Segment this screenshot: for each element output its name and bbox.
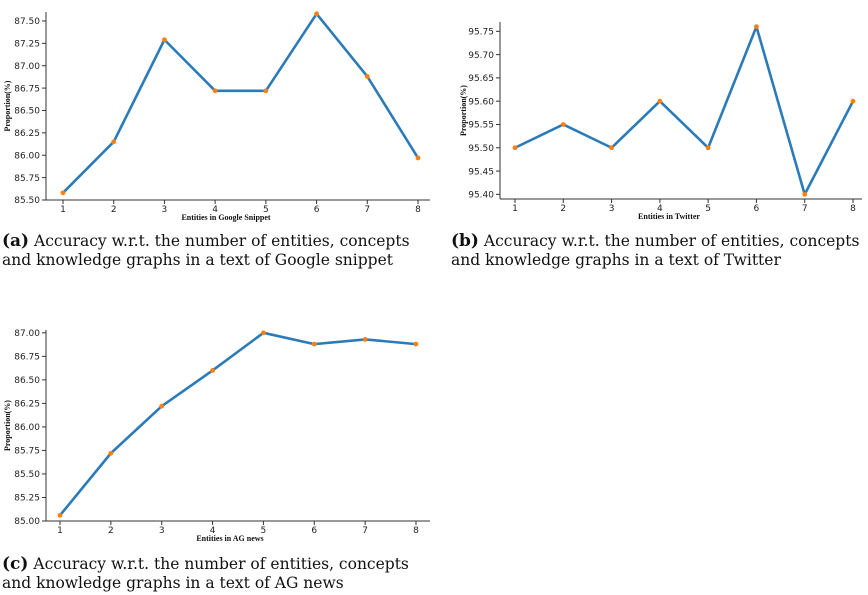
y-tick-label: 86.75 (14, 84, 40, 94)
x-tick-label: 8 (850, 204, 856, 214)
chart-a-svg: 85.50 85.75 86.00 86.25 86.50 86.75 87.00 87.25… (3, 11, 430, 222)
chart-panel-b: 95.40 95.45 95.50 95.55 95.60 95.65 95.70 95.75… (434, 0, 868, 230)
y-tick-label: 95.40 (468, 191, 494, 201)
data-point (60, 190, 66, 196)
data-point (212, 88, 218, 94)
y-axis-label: Proportion(%) (3, 400, 12, 451)
series-line (58, 331, 417, 517)
y-tick-label: 85.50 (14, 196, 40, 206)
y-axis-label: Proportion(%) (3, 80, 12, 131)
data-point (415, 155, 421, 161)
y-tick-label: 85.75 (14, 447, 40, 457)
x-tick-label: 7 (364, 205, 370, 215)
x-tick-label: 2 (108, 526, 114, 536)
y-tick-label: 85.25 (14, 494, 40, 504)
x-axis-label: Entities in Twitter (638, 212, 700, 221)
x-tick-label: 6 (314, 205, 320, 215)
x-tick-label: 5 (263, 205, 269, 215)
y-tick-label: 85.75 (14, 174, 40, 184)
data-point (560, 122, 566, 127)
x-axis-label: Entities in AG news (196, 534, 263, 543)
data-point (314, 11, 319, 17)
data-point (850, 98, 856, 104)
y-tick-label: 95.65 (468, 74, 494, 84)
y-axis-label: Proportion(%) (459, 85, 468, 136)
y-tick-label: 95.50 (468, 144, 494, 154)
data-point (261, 330, 266, 336)
x-tick-label: 1 (57, 526, 63, 536)
data-point (311, 341, 317, 347)
data-point (108, 450, 114, 456)
y-tick-label: 86.25 (14, 129, 40, 139)
chart-c-svg: 85.00 85.25 85.50 85.75 86.00 86.25 86.50 86.75… (3, 329, 430, 543)
caption-a: (a) Accuracy w.r.t. the number of entiti… (2, 232, 432, 270)
x-tick-label: 4 (212, 205, 218, 215)
y-tick-label: 95.45 (468, 167, 494, 177)
caption-a-text: Accuracy w.r.t. the number of entities, … (2, 232, 410, 269)
y-tick-label: 86.50 (14, 376, 40, 386)
caption-b-text: Accuracy w.r.t. the number of entities, … (451, 232, 860, 269)
chart-b-svg: 95.40 95.45 95.50 95.55 95.60 95.65 95.70 95.75… (459, 22, 862, 221)
data-point (657, 98, 663, 104)
x-tick-label: 5 (705, 204, 711, 214)
y-tick-label: 95.55 (468, 121, 494, 131)
x-tick-label: 7 (802, 204, 808, 214)
data-point (802, 191, 808, 197)
y-tick-label: 85.50 (14, 470, 40, 480)
data-point (364, 74, 370, 79)
x-axis-label: Entities in Google Snippet (181, 213, 270, 222)
data-point (754, 24, 759, 30)
x-tick-label: 4 (657, 204, 663, 214)
data-point (111, 139, 117, 145)
x-tick-label: 2 (111, 205, 117, 215)
y-tick-label: 95.70 (468, 51, 494, 61)
y-tick-label: 95.60 (468, 97, 494, 107)
y-tick-label: 87.00 (14, 62, 40, 72)
y-tick-label: 95.75 (468, 28, 494, 38)
y-tick-label: 86.00 (14, 423, 40, 433)
y-tick-label: 85.00 (14, 517, 40, 527)
caption-c: (c) Accuracy w.r.t. the number of entiti… (2, 555, 436, 593)
y-tick-label: 87.25 (14, 40, 40, 50)
data-point (512, 145, 518, 151)
x-tick-label: 2 (560, 204, 566, 214)
x-tick-label: 1 (512, 204, 518, 214)
data-point (609, 145, 614, 151)
caption-b-tag: (b) (451, 231, 479, 251)
x-tick-label: 6 (311, 526, 317, 536)
data-point (162, 37, 167, 43)
x-tick-label: 5 (261, 526, 267, 536)
y-tick-label: 86.75 (14, 353, 40, 363)
caption-c-text: Accuracy w.r.t. the number of entities, … (2, 555, 409, 592)
chart-panel-a: 85.50 85.75 86.00 86.25 86.50 86.75 87.00 87.25… (0, 0, 434, 230)
data-point (413, 341, 419, 347)
y-tick-label: 86.50 (14, 107, 40, 117)
x-tick-label: 3 (159, 526, 165, 536)
data-point (159, 403, 165, 409)
series-line (514, 25, 855, 196)
x-tick-label: 8 (415, 205, 421, 215)
x-tick-label: 3 (162, 205, 168, 215)
y-tick-label: 86.00 (14, 151, 40, 161)
x-tick-label: 6 (754, 204, 760, 214)
x-tick-label: 4 (210, 526, 216, 536)
data-point (705, 145, 711, 151)
series-line (62, 12, 420, 194)
caption-a-tag: (a) (2, 231, 30, 251)
x-tick-label: 3 (609, 204, 615, 214)
caption-b: (b) Accuracy w.r.t. the number of entiti… (451, 232, 865, 270)
data-point (362, 337, 368, 342)
data-point (210, 368, 215, 373)
y-tick-label: 87.50 (14, 17, 40, 27)
y-tick-label: 86.25 (14, 400, 40, 410)
chart-panel-c: 85.00 85.25 85.50 85.75 86.00 86.25 86.50 86.75… (0, 320, 440, 550)
caption-c-tag: (c) (2, 554, 29, 574)
data-point (57, 512, 63, 518)
x-tick-label: 8 (413, 526, 419, 536)
data-point (263, 88, 269, 94)
x-tick-label: 1 (60, 205, 66, 215)
y-tick-label: 87.00 (14, 329, 40, 339)
x-tick-label: 7 (362, 526, 368, 536)
